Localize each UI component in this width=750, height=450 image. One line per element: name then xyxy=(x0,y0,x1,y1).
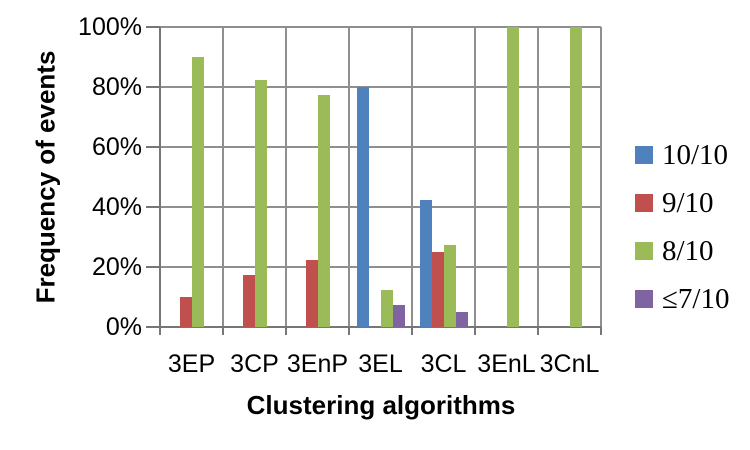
category-gridline xyxy=(411,27,413,327)
legend-label: ≤7/10 xyxy=(662,282,730,315)
bar-10/10-3CL xyxy=(419,199,432,327)
bar-8/10-3CL xyxy=(443,244,456,327)
major-gridline xyxy=(160,206,601,208)
bar-8/10-3EnL xyxy=(506,27,519,327)
y-tick-label: 40% xyxy=(91,193,142,221)
x-tick-label: 3CL xyxy=(420,350,467,378)
legend-entry: 8/10 xyxy=(635,227,729,275)
x-tick-mark xyxy=(600,327,602,335)
bar-8/10-3EnP xyxy=(317,94,330,327)
x-tick-label: 3EP xyxy=(167,350,216,378)
bar-≤7/10-3EL xyxy=(392,304,405,327)
y-tick-mark xyxy=(146,26,160,28)
y-axis-line xyxy=(159,27,161,335)
y-tick-mark xyxy=(146,206,160,208)
category-gridline xyxy=(285,27,287,327)
major-gridline xyxy=(160,86,601,88)
x-tick-mark xyxy=(537,327,539,335)
bar-9/10-3EnP xyxy=(305,259,318,327)
legend-swatch xyxy=(635,194,653,212)
bar-≤7/10-3CL xyxy=(455,312,468,327)
x-tick-label: 3EnL xyxy=(477,350,536,378)
x-tick-label: 3CP xyxy=(230,350,279,378)
x-tick-label: 3EL xyxy=(358,350,403,378)
y-tick-mark xyxy=(146,86,160,88)
y-tick-label: 20% xyxy=(91,253,142,281)
bar-8/10-3CnL xyxy=(569,27,582,327)
bar-9/10-3CL xyxy=(431,252,444,327)
major-gridline xyxy=(160,266,601,268)
legend-label: 10/10 xyxy=(662,138,729,171)
y-tick-label: 80% xyxy=(91,73,142,101)
legend-swatch xyxy=(635,242,653,260)
legend-entry: 9/10 xyxy=(635,179,729,227)
bar-8/10-3CP xyxy=(254,79,267,327)
legend: 10/10 9/10 8/10 ≤7/10 xyxy=(635,131,729,323)
x-tick-label: 3CnL xyxy=(539,350,600,378)
category-gridline xyxy=(222,27,224,327)
bar-9/10-3EP xyxy=(179,297,192,327)
legend-swatch xyxy=(635,290,653,308)
category-gridline xyxy=(474,27,476,327)
category-gridline xyxy=(348,27,350,327)
bar-8/10-3EP xyxy=(191,57,204,327)
bar-10/10-3EL xyxy=(356,87,369,327)
x-tick-mark xyxy=(411,327,413,335)
y-tick-label: 60% xyxy=(91,133,142,161)
y-tick-mark xyxy=(146,266,160,268)
x-tick-mark xyxy=(474,327,476,335)
x-tick-label: 3EnP xyxy=(286,350,349,378)
legend-label: 9/10 xyxy=(662,186,714,219)
bar-9/10-3CP xyxy=(242,274,255,327)
major-gridline xyxy=(160,146,601,148)
x-axis-title: Clustering algorithms xyxy=(246,390,516,420)
legend-label: 8/10 xyxy=(662,234,714,267)
legend-swatch xyxy=(635,146,653,164)
x-axis-line xyxy=(146,326,601,328)
category-gridline xyxy=(600,27,602,327)
bar-8/10-3EL xyxy=(380,289,393,327)
legend-entry: 10/10 xyxy=(635,131,729,179)
x-tick-mark xyxy=(222,327,224,335)
x-tick-mark xyxy=(159,327,161,335)
y-tick-label: 100% xyxy=(78,13,142,41)
x-tick-mark xyxy=(285,327,287,335)
x-tick-mark xyxy=(348,327,350,335)
y-tick-label: 0% xyxy=(105,313,142,341)
y-tick-mark xyxy=(146,146,160,148)
major-gridline xyxy=(160,26,601,28)
category-gridline xyxy=(537,27,539,327)
legend-entry: ≤7/10 xyxy=(635,275,729,323)
